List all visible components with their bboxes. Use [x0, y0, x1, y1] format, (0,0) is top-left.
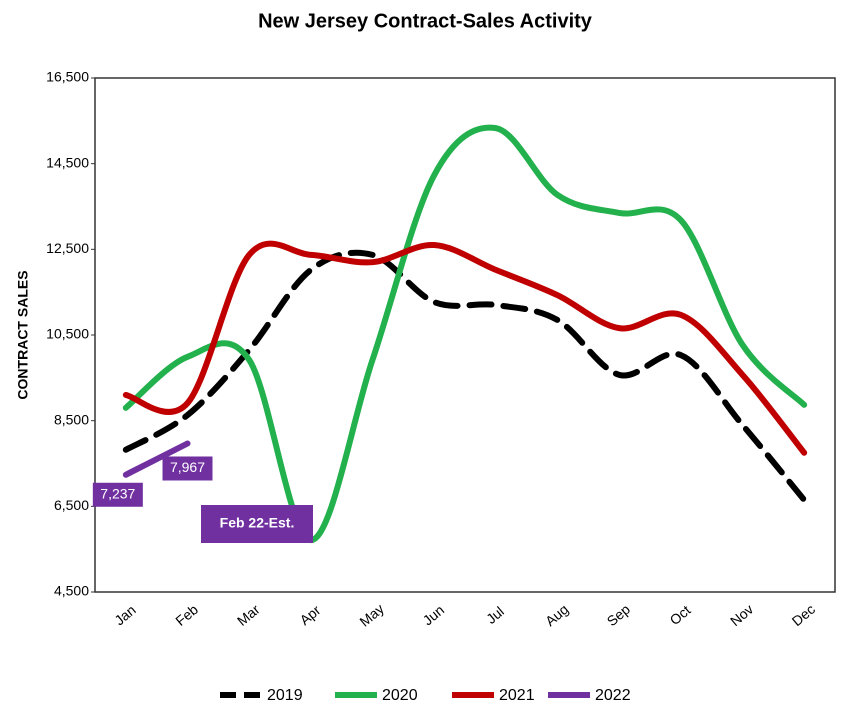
- annotation: Feb 22-Est.: [220, 515, 295, 531]
- line-series: [122, 440, 191, 478]
- line-series: [122, 249, 808, 503]
- x-tick-label: Jun: [420, 602, 448, 629]
- annotation-box: [201, 505, 313, 543]
- data-label-box: [92, 482, 143, 507]
- y-tick-label: 14,500: [46, 154, 89, 170]
- x-tick-label: Nov: [727, 601, 756, 629]
- x-tick-label: Oct: [667, 602, 694, 628]
- data-label-box: [162, 456, 213, 481]
- chart-title: New Jersey Contract-Sales Activity: [258, 10, 593, 32]
- data-label: 7,967: [170, 459, 205, 475]
- y-tick-label: 4,500: [54, 583, 89, 599]
- x-tick-label: Mar: [234, 601, 263, 629]
- data-label: 7,237: [100, 485, 135, 501]
- y-tick-label: 6,500: [54, 497, 89, 513]
- x-tick-label: Aug: [542, 601, 571, 629]
- line-series: [122, 240, 808, 456]
- line-series: [122, 124, 808, 544]
- legend-label: 2022: [595, 687, 631, 704]
- x-tick-label: Sep: [604, 601, 634, 629]
- x-tick-label: Apr: [297, 602, 324, 628]
- y-tick-label: 12,500: [46, 240, 89, 256]
- x-tick-label: Feb: [172, 601, 201, 629]
- y-tick-label: 10,500: [46, 326, 89, 342]
- y-tick-label: 8,500: [54, 411, 89, 427]
- legend-label: 2019: [267, 687, 303, 704]
- x-tick-label: Jul: [483, 603, 507, 627]
- legend-label: 2020: [382, 687, 418, 704]
- y-axis-label: CONTRACT SALES: [15, 270, 31, 399]
- y-tick-label: 16,500: [46, 69, 89, 85]
- legend-label: 2021: [499, 687, 535, 704]
- x-tick-label: May: [356, 600, 387, 629]
- x-tick-label: Dec: [789, 601, 818, 629]
- x-tick-label: Jan: [111, 602, 139, 629]
